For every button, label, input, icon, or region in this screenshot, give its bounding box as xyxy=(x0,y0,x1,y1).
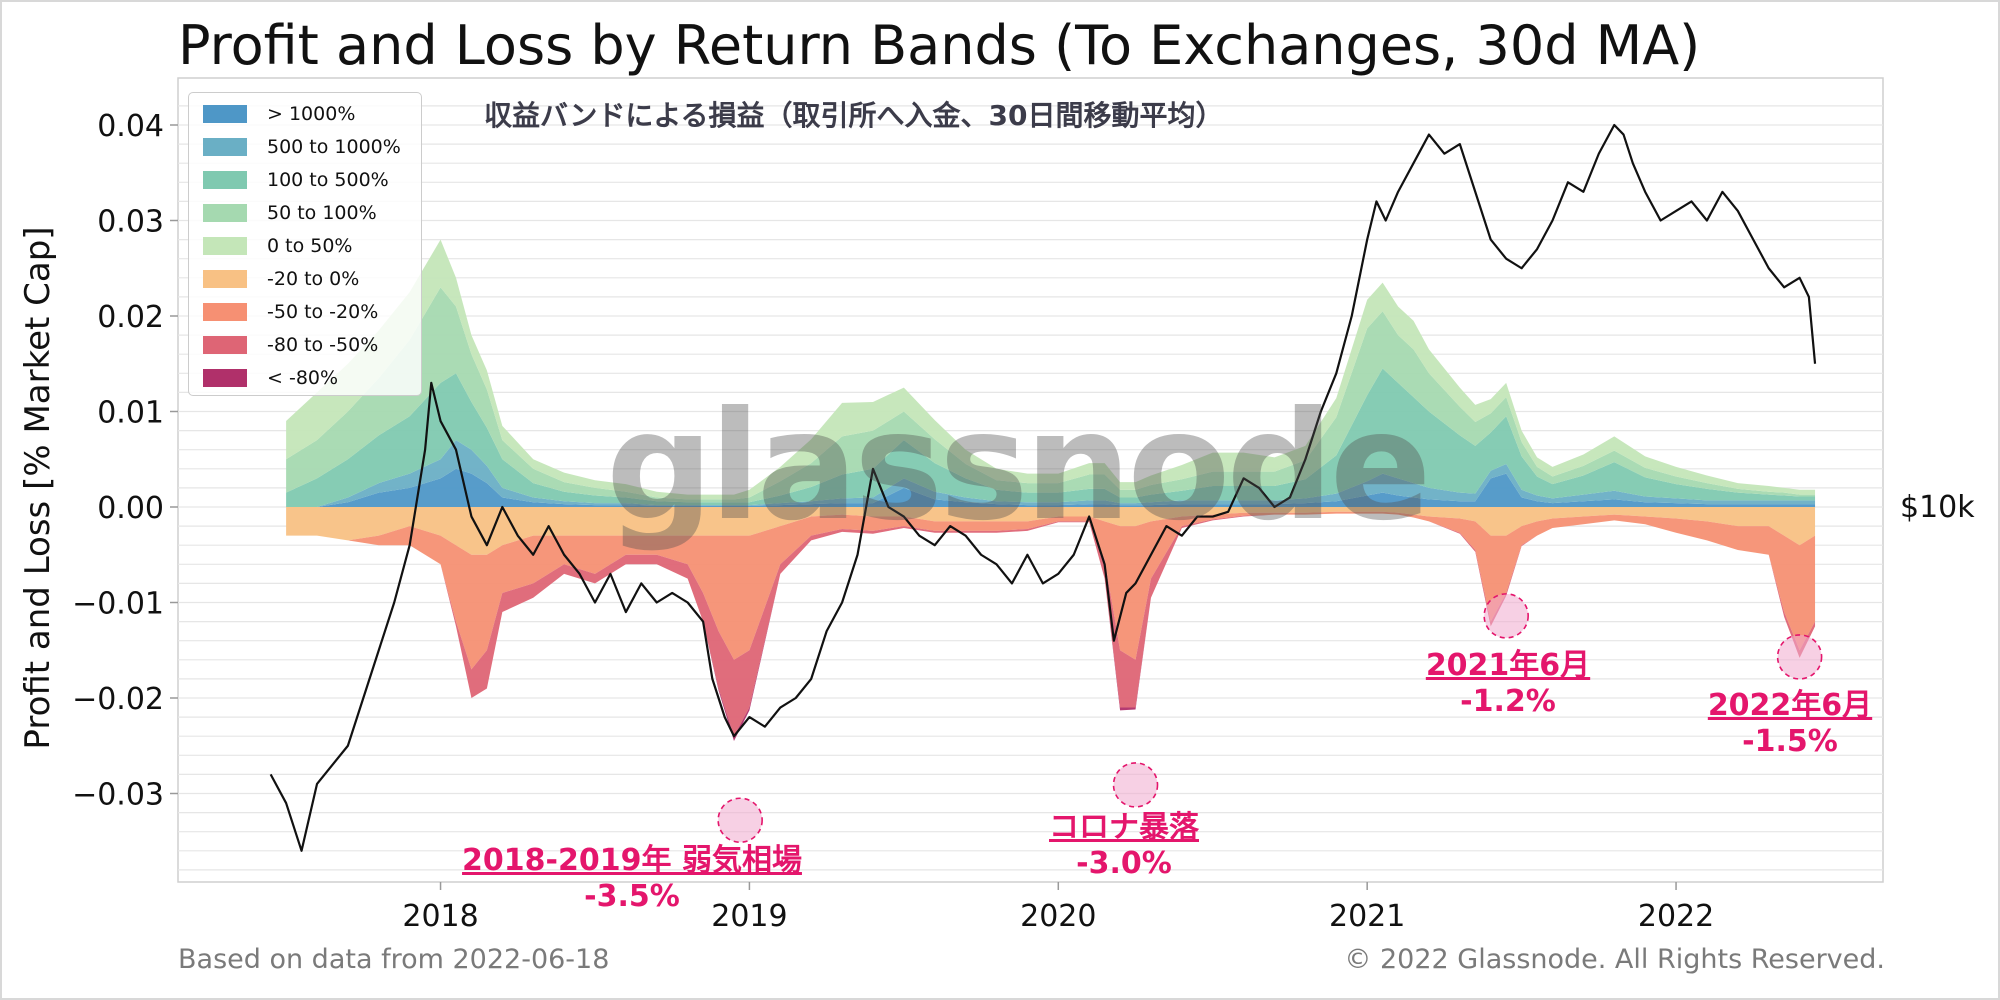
annotation-circle-1 xyxy=(1112,762,1159,808)
annotation-title: 2021年6月 xyxy=(1425,648,1591,683)
series-area-1 xyxy=(286,440,1816,507)
legend-swatch xyxy=(203,303,247,321)
chart-subtitle: 収益バンドによる損益（取引所へ入金、30日間移動平均） xyxy=(484,99,1224,132)
series-area-0 xyxy=(286,468,1816,507)
legend-swatch xyxy=(203,204,247,222)
price-line xyxy=(269,123,1817,852)
legend-item: < -80% xyxy=(203,367,338,389)
legend-swatch xyxy=(203,138,247,156)
legend-item: 100 to 500% xyxy=(203,169,389,191)
y-tick-label-0: 0.04 xyxy=(97,109,164,144)
annotation-label-1: コロナ暴落 -3.0% xyxy=(1049,810,1199,882)
y-tick-label-4: 0.00 xyxy=(97,491,164,526)
y-tick-label-1: 0.03 xyxy=(97,205,164,240)
y-axis-label: Profit and Loss [% Market Cap] xyxy=(18,226,58,750)
x-tick-label-2: 2020 xyxy=(1020,899,1096,934)
annotation-circle-3 xyxy=(1776,634,1823,680)
right-axis-tick-label: $10k xyxy=(1900,490,1975,525)
series-area-2 xyxy=(286,368,1816,507)
y-tick-label-5: −0.01 xyxy=(72,587,164,622)
x-tick-label-1: 2019 xyxy=(711,899,787,934)
annotation-circle-0 xyxy=(717,797,763,844)
legend-label: -20 to 0% xyxy=(267,268,360,290)
legend-label: 100 to 500% xyxy=(267,169,389,191)
annotation-value: -3.5% xyxy=(584,879,680,914)
legend-label: 500 to 1000% xyxy=(267,136,401,158)
series-area-4 xyxy=(286,239,1816,500)
x-tick-label-4: 2022 xyxy=(1638,899,1714,934)
legend-label: -50 to -20% xyxy=(267,301,379,323)
legend-item: -80 to -50% xyxy=(203,334,378,356)
legend-swatch xyxy=(203,171,247,189)
legend-swatch xyxy=(203,270,247,288)
annotation-value: -3.0% xyxy=(1076,846,1172,881)
annotation-value: -1.5% xyxy=(1742,724,1838,759)
legend-swatch xyxy=(203,237,247,255)
legend-swatch xyxy=(203,369,247,387)
legend-label: 0 to 50% xyxy=(267,235,353,257)
legend-swatch xyxy=(203,336,247,354)
legend-label: < -80% xyxy=(267,367,339,389)
footer-data-date: Based on data from 2022-06-18 xyxy=(178,944,610,975)
annotation-title: 2018-2019年 弱気相場 xyxy=(462,843,802,878)
legend-swatch xyxy=(203,105,247,123)
legend-item: -50 to -20% xyxy=(203,301,378,323)
legend-item: 0 to 50% xyxy=(203,235,352,257)
series-area-3 xyxy=(286,287,1816,503)
annotation-value: -1.2% xyxy=(1460,684,1556,719)
annotation-label-3: 2022年6月 -1.5% xyxy=(1708,688,1872,760)
x-tick-label-0: 2018 xyxy=(402,899,478,934)
annotation-circle-2 xyxy=(1483,593,1529,639)
annotation-title: コロナ暴落 xyxy=(1049,810,1199,845)
legend-item: > 1000% xyxy=(203,103,355,125)
annotation-label-0: 2018-2019年 弱気相場 -3.5% xyxy=(462,843,802,915)
legend-label: 50 to 100% xyxy=(267,202,377,224)
y-tick-label-3: 0.01 xyxy=(97,396,164,431)
series-area-6 xyxy=(286,511,1816,670)
series-area-5 xyxy=(286,507,1816,555)
x-tick-label-3: 2021 xyxy=(1329,899,1405,934)
annotation-title: 2022年6月 xyxy=(1707,688,1873,723)
annotation-label-2: 2021年6月 -1.2% xyxy=(1426,648,1590,720)
chart-title: Profit and Loss by Return Bands (To Exch… xyxy=(178,14,1701,77)
legend-label: > 1000% xyxy=(267,103,356,125)
series-area-7 xyxy=(286,513,1816,737)
legend-item: -20 to 0% xyxy=(203,268,359,290)
y-tick-label-6: −0.02 xyxy=(72,682,164,717)
footer-copyright: © 2022 Glassnode. All Rights Reserved. xyxy=(1344,944,1885,975)
legend-item: 50 to 100% xyxy=(203,202,377,224)
legend-item: 500 to 1000% xyxy=(203,136,401,158)
legend-label: -80 to -50% xyxy=(267,334,379,356)
y-tick-label-2: 0.02 xyxy=(97,300,164,335)
y-tick-label-7: −0.03 xyxy=(72,778,164,813)
watermark-text: glassnode xyxy=(606,380,1432,554)
legend: > 1000% 500 to 1000% 100 to 500% 50 to 100%… xyxy=(188,92,422,396)
